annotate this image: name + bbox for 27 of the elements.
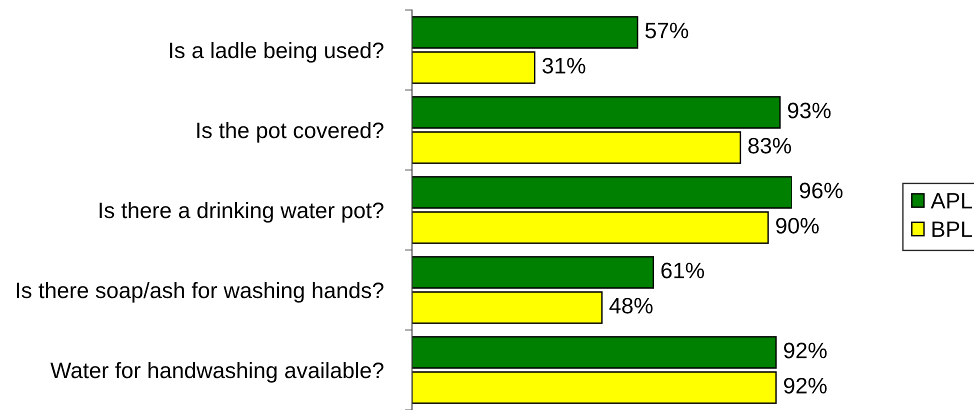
y-tick-label: Is a ladle being used? xyxy=(170,42,384,63)
bar xyxy=(412,291,603,324)
data-label: 93% xyxy=(788,102,831,118)
bar xyxy=(412,211,769,244)
bar xyxy=(412,131,742,164)
bar xyxy=(412,51,536,84)
data-label: 90% xyxy=(776,218,819,234)
y-tick-label: Is the pot covered? xyxy=(197,122,384,143)
bar xyxy=(412,96,781,129)
data-label: 96% xyxy=(800,182,842,198)
bar xyxy=(412,371,777,404)
legend-label: APL xyxy=(930,193,972,208)
bar xyxy=(412,176,792,209)
data-label: 61% xyxy=(661,262,704,278)
y-tick-label: Is there soap/ash for washing hands? xyxy=(16,282,384,303)
y-tick-label: Water for handwashing available? xyxy=(50,362,384,383)
legend-label: BPL xyxy=(932,222,972,237)
data-label: 92% xyxy=(784,378,827,394)
y-tick-label: Is there a drinking water pot? xyxy=(100,202,384,223)
bar xyxy=(412,336,777,369)
data-label: 83% xyxy=(748,138,792,154)
data-label: 31% xyxy=(542,58,586,74)
data-label: 57% xyxy=(645,22,688,38)
data-label: 92% xyxy=(784,342,827,358)
data-label: 48% xyxy=(609,298,653,314)
bar xyxy=(412,256,654,289)
bar xyxy=(412,16,638,49)
